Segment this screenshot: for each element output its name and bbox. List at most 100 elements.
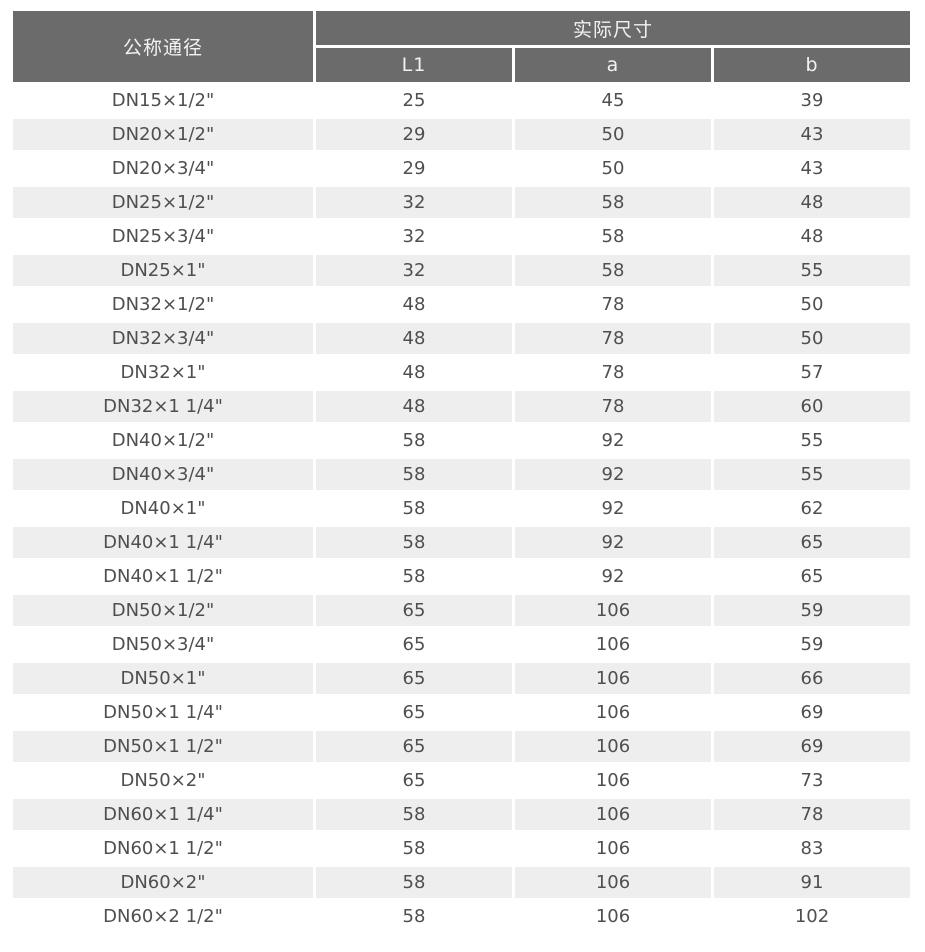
cell-b: 102 (714, 901, 910, 932)
cell-b: 55 (714, 425, 910, 456)
cell-a: 106 (515, 867, 711, 898)
cell-a: 58 (515, 255, 711, 286)
cell-nominal-diameter: DN60×2" (13, 867, 313, 898)
cell-b: 59 (714, 629, 910, 660)
cell-a: 92 (515, 561, 711, 592)
cell-nominal-diameter: DN32×1 1/4" (13, 391, 313, 422)
cell-b: 62 (714, 493, 910, 524)
cell-l1: 58 (316, 459, 512, 490)
column-header-nominal-diameter: 公称通径 (13, 11, 313, 82)
cell-nominal-diameter: DN50×2" (13, 765, 313, 796)
cell-b: 39 (714, 85, 910, 116)
cell-l1: 48 (316, 391, 512, 422)
cell-b: 55 (714, 459, 910, 490)
table-row: DN32×1 1/4" 48 78 60 (13, 391, 910, 422)
cell-l1: 48 (316, 323, 512, 354)
table-row: DN32×1/2" 48 78 50 (13, 289, 910, 320)
cell-nominal-diameter: DN50×1 1/4" (13, 697, 313, 728)
cell-nominal-diameter: DN60×1 1/2" (13, 833, 313, 864)
cell-l1: 32 (316, 187, 512, 218)
cell-l1: 25 (316, 85, 512, 116)
cell-l1: 58 (316, 493, 512, 524)
table-row: DN40×1 1/2" 58 92 65 (13, 561, 910, 592)
cell-a: 78 (515, 323, 711, 354)
cell-l1: 58 (316, 425, 512, 456)
cell-nominal-diameter: DN50×1" (13, 663, 313, 694)
cell-b: 50 (714, 323, 910, 354)
cell-nominal-diameter: DN50×3/4" (13, 629, 313, 660)
cell-a: 50 (515, 119, 711, 150)
cell-b: 91 (714, 867, 910, 898)
cell-l1: 48 (316, 357, 512, 388)
cell-l1: 48 (316, 289, 512, 320)
cell-l1: 32 (316, 221, 512, 252)
cell-nominal-diameter: DN20×1/2" (13, 119, 313, 150)
table-row: DN50×1 1/4" 65 106 69 (13, 697, 910, 728)
table-row: DN15×1/2" 25 45 39 (13, 85, 910, 116)
cell-nominal-diameter: DN60×2 1/2" (13, 901, 313, 932)
column-subheader-a: a (515, 48, 711, 82)
cell-b: 50 (714, 289, 910, 320)
cell-a: 106 (515, 799, 711, 830)
cell-b: 65 (714, 561, 910, 592)
cell-nominal-diameter: DN25×1" (13, 255, 313, 286)
table-row: DN20×3/4" 29 50 43 (13, 153, 910, 184)
cell-a: 78 (515, 391, 711, 422)
cell-b: 69 (714, 697, 910, 728)
cell-a: 106 (515, 731, 711, 762)
cell-nominal-diameter: DN32×1/2" (13, 289, 313, 320)
cell-l1: 58 (316, 867, 512, 898)
table-row: DN40×1/2" 58 92 55 (13, 425, 910, 456)
cell-b: 43 (714, 153, 910, 184)
cell-b: 48 (714, 221, 910, 252)
cell-b: 43 (714, 119, 910, 150)
table-row: DN25×3/4" 32 58 48 (13, 221, 910, 252)
cell-l1: 58 (316, 901, 512, 932)
table-row: DN50×1" 65 106 66 (13, 663, 910, 694)
cell-l1: 65 (316, 697, 512, 728)
cell-a: 78 (515, 357, 711, 388)
cell-l1: 65 (316, 731, 512, 762)
cell-a: 106 (515, 901, 711, 932)
cell-a: 50 (515, 153, 711, 184)
cell-nominal-diameter: DN40×3/4" (13, 459, 313, 490)
cell-a: 45 (515, 85, 711, 116)
cell-a: 106 (515, 595, 711, 626)
table-row: DN32×3/4" 48 78 50 (13, 323, 910, 354)
cell-nominal-diameter: DN32×1" (13, 357, 313, 388)
cell-nominal-diameter: DN32×3/4" (13, 323, 313, 354)
cell-nominal-diameter: DN20×3/4" (13, 153, 313, 184)
table-header: 公称通径 实际尺寸 L1 a b (13, 11, 910, 82)
cell-b: 59 (714, 595, 910, 626)
cell-a: 106 (515, 697, 711, 728)
cell-a: 92 (515, 425, 711, 456)
cell-l1: 65 (316, 765, 512, 796)
table-row: DN32×1" 48 78 57 (13, 357, 910, 388)
table-row: DN40×1" 58 92 62 (13, 493, 910, 524)
table-row: DN60×2 1/2" 58 106 102 (13, 901, 910, 932)
table-row: DN60×1 1/4" 58 106 78 (13, 799, 910, 830)
cell-b: 57 (714, 357, 910, 388)
cell-l1: 32 (316, 255, 512, 286)
cell-l1: 29 (316, 153, 512, 184)
cell-nominal-diameter: DN50×1 1/2" (13, 731, 313, 762)
cell-l1: 29 (316, 119, 512, 150)
table-row: DN50×1/2" 65 106 59 (13, 595, 910, 626)
cell-l1: 58 (316, 561, 512, 592)
header-row-group: 公称通径 实际尺寸 (13, 11, 910, 82)
cell-nominal-diameter: DN15×1/2" (13, 85, 313, 116)
table-row: DN60×1 1/2" 58 106 83 (13, 833, 910, 864)
cell-b: 48 (714, 187, 910, 218)
table-row: DN50×1 1/2" 65 106 69 (13, 731, 910, 762)
cell-a: 92 (515, 493, 711, 524)
cell-b: 78 (714, 799, 910, 830)
cell-nominal-diameter: DN40×1/2" (13, 425, 313, 456)
cell-b: 69 (714, 731, 910, 762)
cell-nominal-diameter: DN25×3/4" (13, 221, 313, 252)
table-row: DN60×2" 58 106 91 (13, 867, 910, 898)
cell-nominal-diameter: DN40×1 1/4" (13, 527, 313, 558)
cell-b: 73 (714, 765, 910, 796)
cell-l1: 65 (316, 595, 512, 626)
cell-a: 78 (515, 289, 711, 320)
cell-nominal-diameter: DN25×1/2" (13, 187, 313, 218)
